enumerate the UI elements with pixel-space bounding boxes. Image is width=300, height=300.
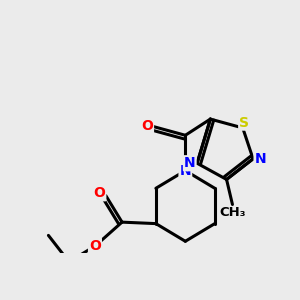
Text: N: N [255,152,266,166]
Text: N: N [179,164,191,178]
Text: N: N [184,156,196,170]
Text: O: O [93,186,105,200]
Text: O: O [141,119,153,134]
Text: CH₃: CH₃ [219,206,246,219]
Text: O: O [89,239,101,253]
Text: S: S [239,116,249,130]
